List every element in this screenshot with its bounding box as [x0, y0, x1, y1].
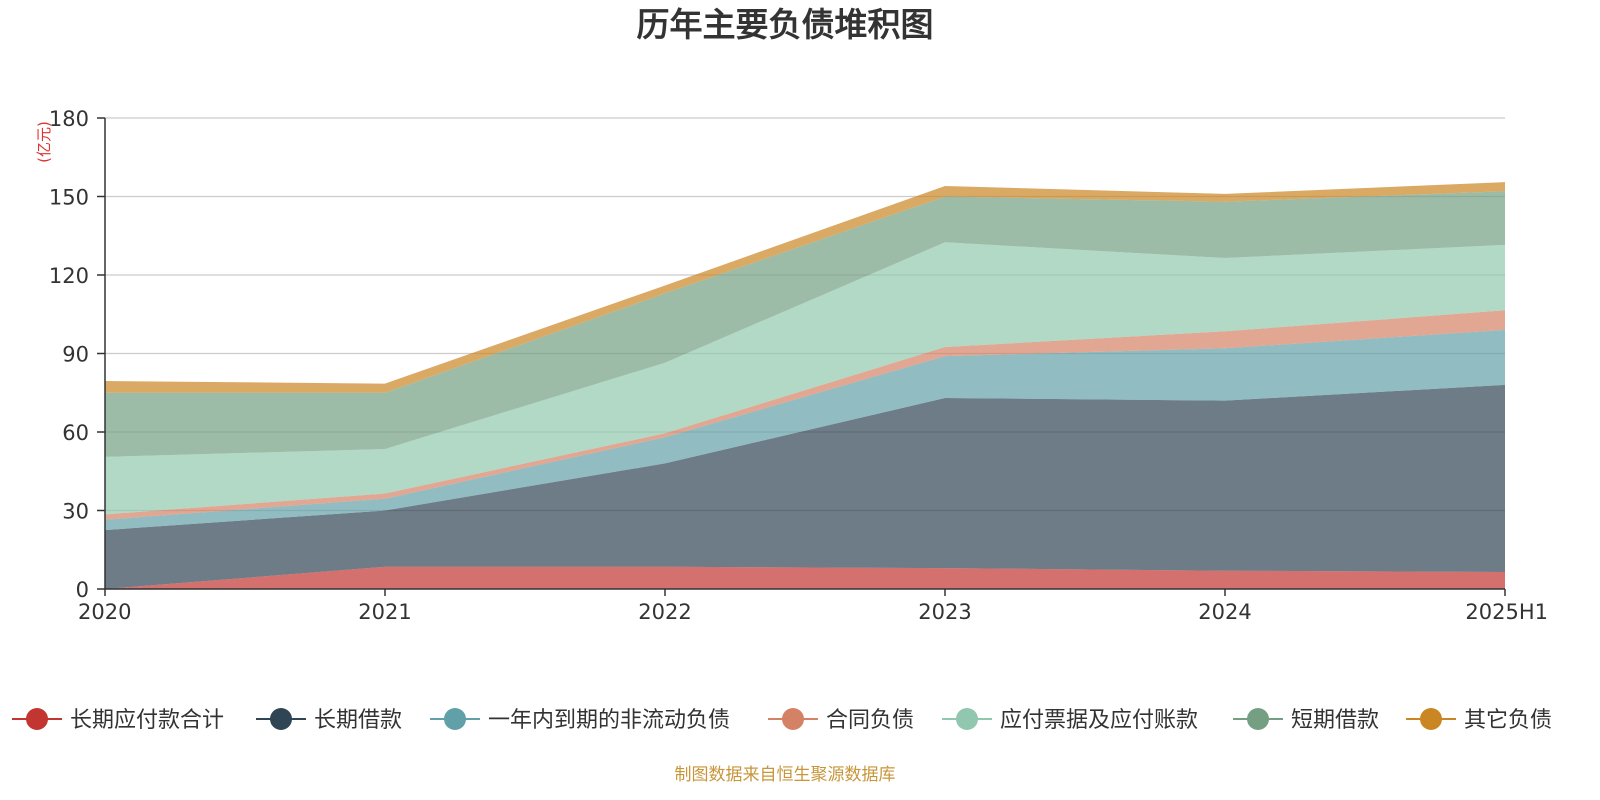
legend-label: 长期借款	[314, 708, 402, 733]
x-tick-label: 2021	[358, 600, 411, 624]
axes: 0 30 60 90 120 150 180 2020 2021 2022 2023 2024 2025…	[49, 107, 1548, 624]
y-tick-label: 180	[49, 107, 89, 131]
x-tick-label: 2025H1	[1465, 600, 1548, 624]
legend-label: 长期应付款合计	[70, 708, 224, 733]
legend-label: 应付票据及应付账款	[1000, 708, 1198, 733]
legend-label: 其它负债	[1464, 708, 1552, 733]
series-area-3	[105, 329, 1505, 531]
legend-item-4[interactable]: 合同负债	[768, 708, 914, 733]
x-tick-label: 2020	[78, 600, 131, 624]
legend-marker	[26, 708, 48, 730]
legend-label: 短期借款	[1291, 708, 1379, 733]
y-tick-label: 0	[76, 578, 89, 602]
y-tick-label: 30	[62, 500, 89, 524]
y-tick-label: 150	[49, 186, 89, 210]
series-areas	[105, 182, 1505, 589]
series-area-4	[105, 310, 1505, 520]
legend-item-5[interactable]: 应付票据及应付账款	[942, 708, 1198, 733]
series-area-6	[105, 191, 1505, 457]
y-tick-label: 120	[49, 264, 89, 288]
legend-item-6[interactable]: 短期借款	[1233, 708, 1379, 733]
x-tick-label: 2022	[638, 600, 691, 624]
series-area-1	[105, 566, 1505, 589]
legend-marker	[444, 708, 466, 730]
y-tick-label: 60	[62, 421, 89, 445]
legend: 长期应付款合计 长期借款 一年内到期的非流动负债 合同负债 应付票据及应付账款 短期借款 其…	[12, 708, 1552, 733]
y-axis-unit: (亿元)	[35, 121, 53, 163]
y-tick-label: 90	[62, 343, 89, 367]
legend-marker	[782, 708, 804, 730]
legend-item-3[interactable]: 一年内到期的非流动负债	[430, 708, 730, 733]
legend-marker	[1420, 708, 1442, 730]
legend-label: 一年内到期的非流动负债	[488, 708, 730, 733]
series-area-2	[105, 384, 1505, 589]
x-tick-label: 2024	[1198, 600, 1251, 624]
legend-marker	[270, 708, 292, 730]
legend-item-1[interactable]: 长期应付款合计	[12, 708, 224, 733]
legend-marker	[956, 708, 978, 730]
legend-item-2[interactable]: 长期借款	[256, 708, 402, 733]
legend-item-7[interactable]: 其它负债	[1406, 708, 1552, 733]
x-tick-label: 2023	[918, 600, 971, 624]
series-area-5	[105, 242, 1505, 515]
legend-label: 合同负债	[826, 708, 914, 733]
chart-title: 历年主要负债堆积图	[637, 5, 934, 44]
legend-marker	[1247, 708, 1269, 730]
source-note: 制图数据来自恒生聚源数据库	[675, 765, 896, 785]
